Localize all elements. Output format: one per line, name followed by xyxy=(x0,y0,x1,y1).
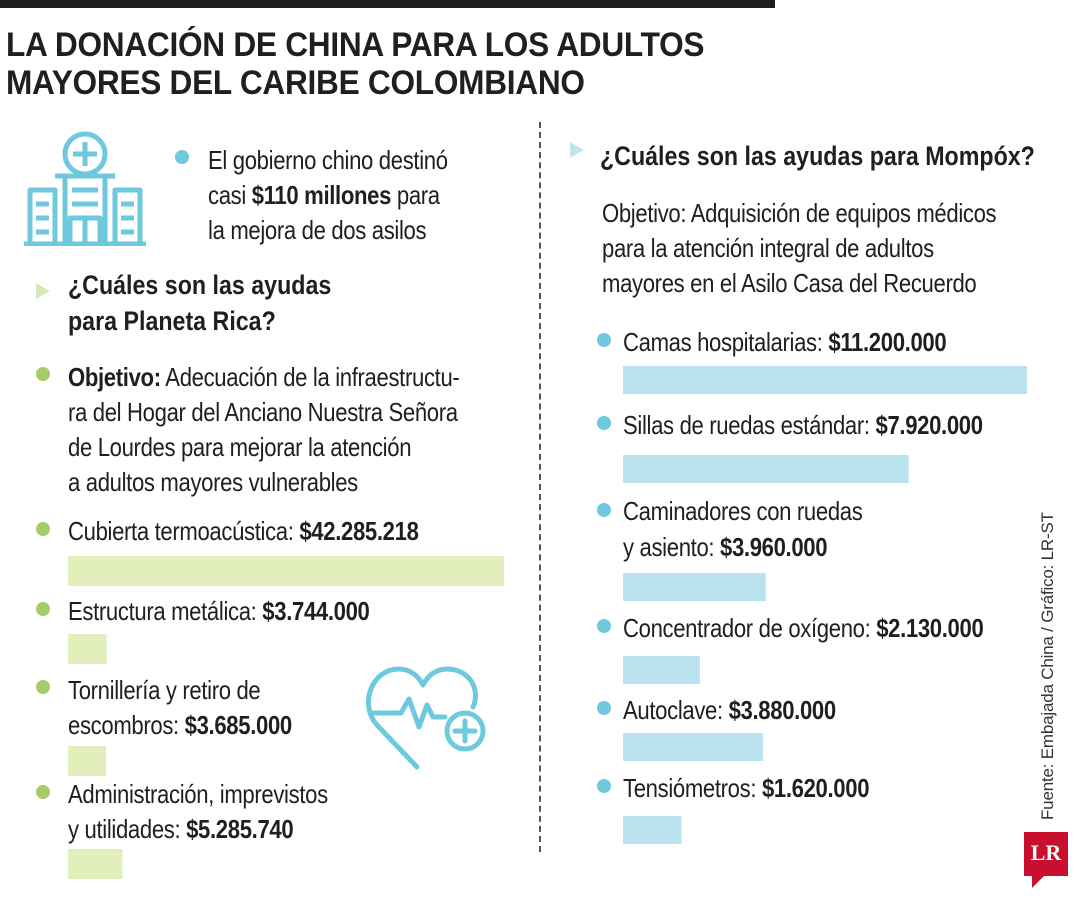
right-objective-line-2: para la atención integral de adultos xyxy=(602,233,934,263)
lr-logo xyxy=(1024,832,1068,888)
left-item-name: Cubierta termoacústica: xyxy=(68,516,300,546)
right-item-name: Camas hospitalarias: xyxy=(623,327,829,357)
heart-pulse-icon xyxy=(366,666,486,770)
right-item-label: y asiento: $3.960.000 xyxy=(623,530,828,564)
left-objective-bullet xyxy=(36,367,50,381)
mompox-bar xyxy=(623,816,682,844)
right-item-name: Sillas de ruedas estándar: xyxy=(623,410,876,440)
right-item-amount: $3.880.000 xyxy=(728,695,837,725)
left-item-name: escombros: xyxy=(68,710,185,740)
left-item-label: Estructura metálica: $3.744.000 xyxy=(68,594,370,628)
left-item-name: y utilidades: xyxy=(68,814,187,844)
planeta-rica-bar xyxy=(68,634,107,664)
left-item-bullet xyxy=(36,680,50,694)
right-question-marker xyxy=(570,142,584,158)
left-item-amount: $3.685.000 xyxy=(184,710,293,740)
title-line-2: MAYORES DEL CARIBE COLOMBIANO xyxy=(6,64,585,102)
right-item-bullet xyxy=(597,416,611,430)
top-rule xyxy=(0,0,775,8)
right-item-amount: $1.620.000 xyxy=(761,773,870,803)
hospital-building-icon xyxy=(24,131,146,246)
intro-line-2-pre: casi xyxy=(208,180,252,210)
title-line-1: LA DONACIÓN DE CHINA PARA LOS ADULTOS xyxy=(6,26,705,64)
left-item-bullet xyxy=(36,522,50,536)
left-item-amount: $42.285.218 xyxy=(299,516,419,546)
column-divider xyxy=(539,122,541,852)
right-objective-line-1: Objetivo: Adquisición de equipos médicos xyxy=(602,198,997,228)
mompox-bar xyxy=(623,656,700,684)
right-item-label-line-1: Caminadores con ruedas xyxy=(623,496,863,526)
planeta-rica-bar xyxy=(68,556,504,586)
left-objective-line-3: de Lourdes para mejorar la atención xyxy=(68,432,412,462)
mompox-bar xyxy=(623,733,763,761)
page-title: LA DONACIÓN DE CHINA PARA LOS ADULTOS MA… xyxy=(6,26,769,102)
right-question: ¿Cuáles son las ayudas para Mompóx? xyxy=(600,141,1035,171)
right-item-bullet xyxy=(597,503,611,517)
right-item-bullet xyxy=(597,619,611,633)
right-item-amount: $7.920.000 xyxy=(875,410,984,440)
left-item-label-line-1: Tornillería y retiro de xyxy=(68,675,261,705)
left-objective-label: Objetivo: xyxy=(68,362,161,392)
mompox-bar xyxy=(623,573,766,601)
left-question-marker xyxy=(36,283,50,299)
mompox-bar xyxy=(623,366,1027,394)
left-objective-line-1: Objetivo: Adecuación de la infraestructu… xyxy=(68,360,460,394)
left-question-line-2: para Planeta Rica? xyxy=(68,306,276,336)
left-item-bullet xyxy=(36,602,50,616)
left-question-line-1: ¿Cuáles son las ayudas xyxy=(68,270,332,300)
intro-line-2: casi $110 millones para xyxy=(208,178,440,212)
right-item-amount: $2.130.000 xyxy=(876,613,984,643)
left-item-name: Estructura metálica: xyxy=(68,596,263,626)
right-item-name: Tensiómetros: xyxy=(623,773,762,803)
left-objective-line-2: ra del Hogar del Anciano Nuestra Señora xyxy=(68,397,458,427)
left-item-bullet xyxy=(36,785,50,799)
right-objective-line-3: mayores en el Asilo Casa del Recuerdo xyxy=(602,268,977,298)
left-item-label: Cubierta termoacústica: $42.285.218 xyxy=(68,514,419,548)
right-item-amount: $11.200.000 xyxy=(828,327,947,357)
left-objective-line-4: a adultos mayores vulnerables xyxy=(68,467,358,497)
right-item-label: Sillas de ruedas estándar: $7.920.000 xyxy=(623,408,983,442)
right-item-bullet xyxy=(597,779,611,793)
intro-line-2-post: para xyxy=(391,180,440,210)
source-credit: Fuente: Embajada China / Gráfico: LR-ST xyxy=(1038,512,1057,820)
planeta-rica-bar xyxy=(68,746,106,776)
intro-line-1: El gobierno chino destinó xyxy=(208,145,448,175)
right-item-bullet xyxy=(597,701,611,715)
left-item-amount: $5.285.740 xyxy=(186,814,294,844)
right-item-amount: $3.960.000 xyxy=(720,532,828,562)
left-objective-text: Adecuación de la infraestructu- xyxy=(160,362,460,392)
mompox-bar xyxy=(623,455,909,483)
right-item-name: Concentrador de oxígeno: xyxy=(623,613,877,643)
right-item-label: Concentrador de oxígeno: $2.130.000 xyxy=(623,611,984,645)
intro-bullet xyxy=(175,150,189,164)
left-item-label: y utilidades: $5.285.740 xyxy=(68,812,294,846)
right-item-label: Autoclave: $3.880.000 xyxy=(623,693,836,727)
right-item-label: Camas hospitalarias: $11.200.000 xyxy=(623,325,947,359)
left-item-label-line-1: Administración, imprevistos xyxy=(68,779,328,809)
right-item-label: Tensiómetros: $1.620.000 xyxy=(623,771,870,805)
right-item-name: Autoclave: xyxy=(623,695,729,725)
planeta-rica-bar xyxy=(68,849,123,879)
left-item-label: escombros: $3.685.000 xyxy=(68,708,292,742)
right-item-bullet xyxy=(597,333,611,347)
lr-logo-text: LR xyxy=(1030,840,1062,865)
intro-line-3: la mejora de dos asilos xyxy=(208,215,427,245)
intro-amount: $110 millones xyxy=(251,180,392,210)
left-item-amount: $3.744.000 xyxy=(262,596,370,626)
right-item-name: y asiento: xyxy=(623,532,721,562)
